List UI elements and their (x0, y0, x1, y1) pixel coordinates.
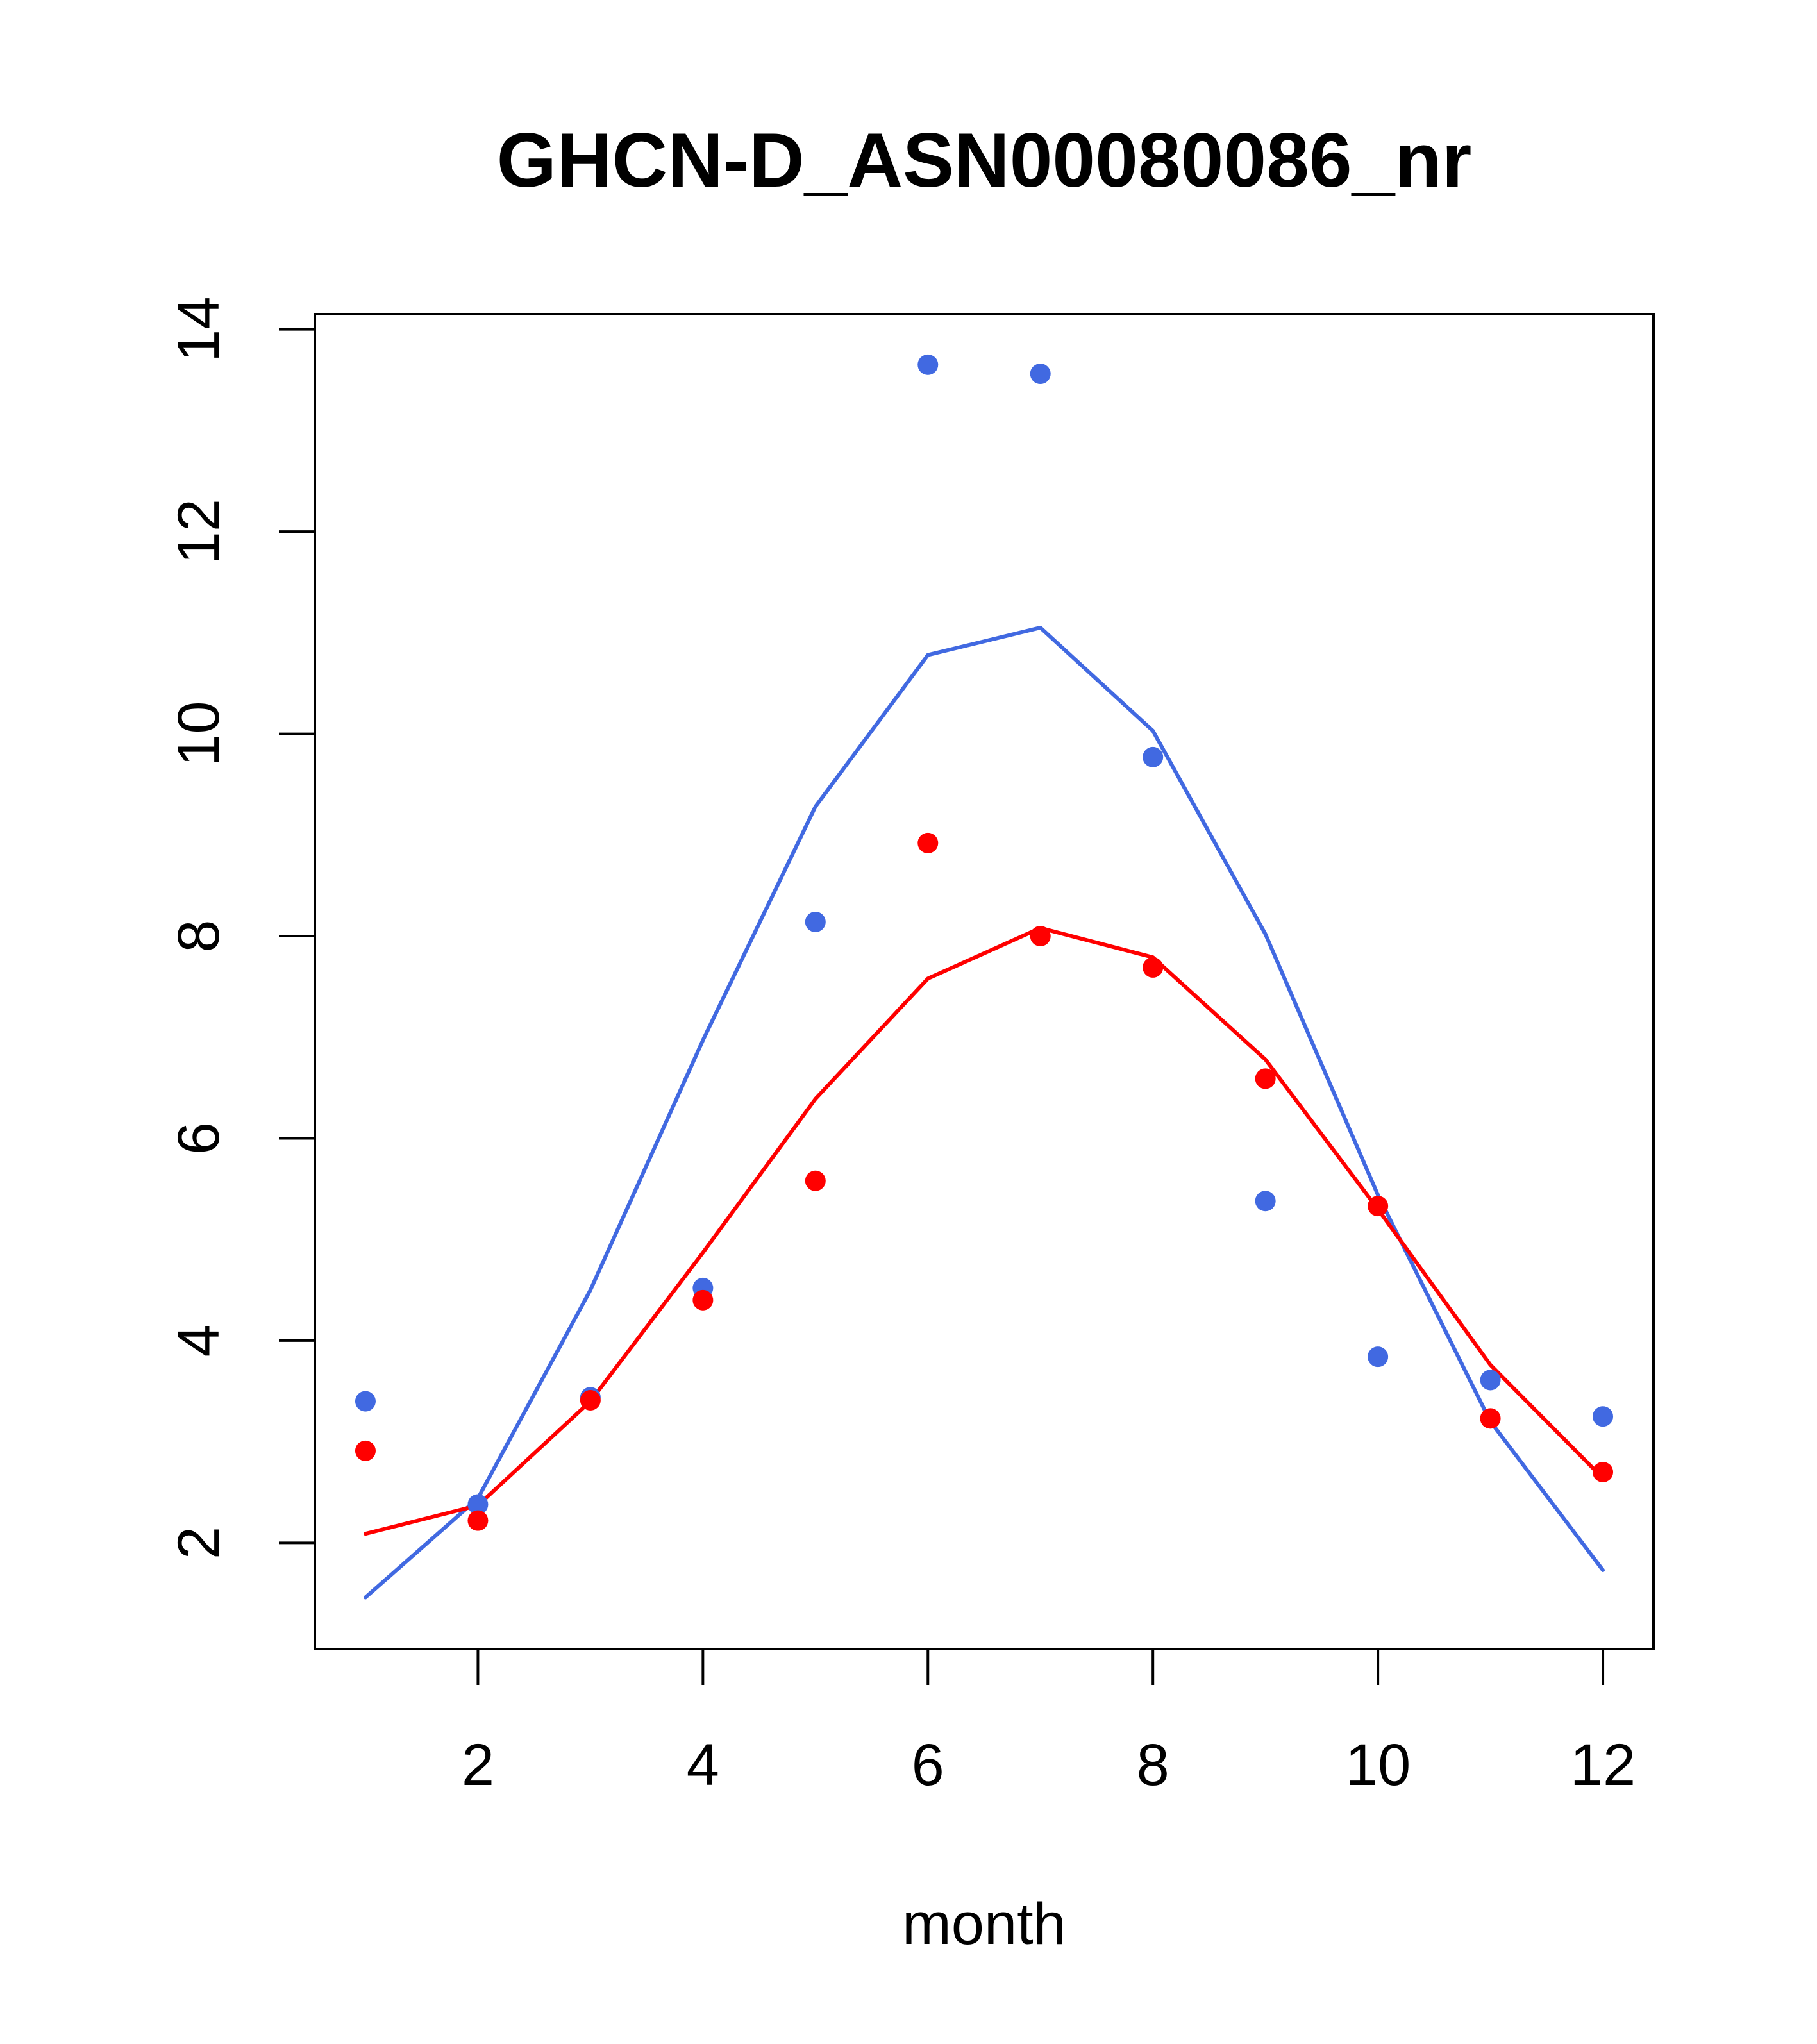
red-data-point (1368, 1196, 1389, 1217)
blue-data-point (1030, 364, 1051, 385)
blue-data-point (1593, 1406, 1614, 1427)
red-data-point (1593, 1461, 1614, 1482)
y-tick-label: 12 (166, 499, 231, 564)
y-tick-label: 10 (166, 701, 231, 766)
red-data-point (805, 1170, 826, 1191)
y-tick-label: 2 (166, 1527, 231, 1559)
y-tick-label: 6 (166, 1122, 231, 1155)
red-data-point (692, 1289, 714, 1311)
red-data-point (1143, 957, 1164, 978)
y-tick-label: 14 (166, 296, 231, 362)
y-tick-label: 8 (166, 919, 231, 952)
x-tick-label: 6 (912, 1732, 944, 1798)
red-data-point (1480, 1408, 1501, 1429)
x-tick-label: 4 (687, 1732, 719, 1798)
blue-data-point (917, 354, 939, 375)
y-tick-label: 4 (166, 1324, 231, 1357)
red-data-point (1255, 1068, 1276, 1089)
plot-lines (363, 625, 1605, 1600)
y-axis: 2 4 6 8 10 12 14 (166, 296, 316, 1559)
blue-data-point (355, 1391, 376, 1412)
blue-data-point (1143, 746, 1164, 767)
blue-data-point (467, 1494, 489, 1515)
red-data-point (580, 1389, 601, 1411)
blue-data-point (1480, 1370, 1501, 1391)
red-data-point (467, 1510, 489, 1531)
blue-data-point (1255, 1191, 1276, 1212)
blue-data-point (805, 911, 826, 932)
blue-data-point (1368, 1346, 1389, 1368)
x-axis: 2 4 6 8 10 12 (462, 1648, 1636, 1798)
red-data-point (917, 832, 939, 853)
x-tick-label: 8 (1137, 1732, 1169, 1798)
x-tick-label: 10 (1345, 1732, 1411, 1798)
x-tick-label: 2 (462, 1732, 494, 1798)
red-data-point (355, 1440, 376, 1461)
plot-points (355, 354, 1614, 1531)
chart-title: GHCN-D_ASN00080086_nr (497, 117, 1472, 203)
red-series-line (363, 926, 1605, 1536)
x-tick-label: 12 (1570, 1732, 1636, 1798)
red-data-point (1030, 926, 1051, 947)
x-axis-label: month (902, 1891, 1066, 1957)
